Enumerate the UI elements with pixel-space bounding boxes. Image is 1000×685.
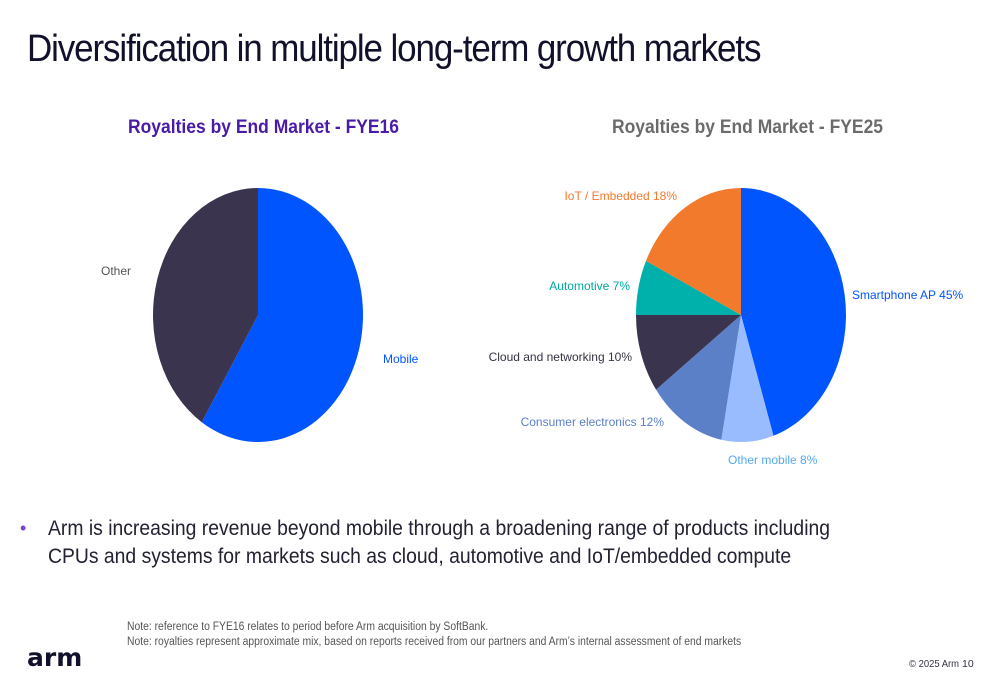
slice-label: Other mobile 8% xyxy=(728,453,818,467)
slice-label: Mobile xyxy=(383,352,419,366)
pie-slice xyxy=(636,315,741,390)
pie-slice xyxy=(741,188,846,436)
slice-label: Consumer electronics 12% xyxy=(521,415,665,429)
slice-label: Smartphone AP 45% xyxy=(852,288,964,302)
arm-logo: arm xyxy=(27,643,83,672)
bullet-text: Arm is increasing revenue beyond mobile … xyxy=(48,516,831,568)
page-number: 10 xyxy=(962,658,974,670)
pie-slice xyxy=(721,315,774,442)
pie-slice xyxy=(656,315,741,440)
footnote: Note: reference to FYE16 relates to peri… xyxy=(127,621,489,633)
slice-label: Automotive 7% xyxy=(549,279,630,293)
copyright: © 2025 Arm xyxy=(909,658,960,670)
slice-label: IoT / Embedded 18% xyxy=(564,189,677,203)
footnotes: Note: reference to FYE16 relates to peri… xyxy=(127,620,741,650)
bullet-marker: • xyxy=(20,518,27,538)
slice-label: Other xyxy=(101,264,131,278)
pie-chart-fye25: Smartphone AP 45% Other mobile 8% Consumer… xyxy=(489,188,964,467)
slice-label: Cloud and networking 10% xyxy=(489,350,633,364)
pie-chart-fye16: Mobile Other xyxy=(101,188,419,442)
pie-slice xyxy=(645,188,741,315)
pie-slice xyxy=(152,188,258,423)
chart-title-fye16: Royalties by End Market - FYE16 xyxy=(128,117,400,138)
pie-slice xyxy=(201,188,363,442)
slide-title: Diversification in multiple long-term gr… xyxy=(27,28,761,70)
pie-slice xyxy=(636,260,741,315)
footnote: Note: royalties represent approximate mi… xyxy=(127,636,742,648)
chart-title-fye25: Royalties by End Market - FYE25 xyxy=(612,117,884,138)
